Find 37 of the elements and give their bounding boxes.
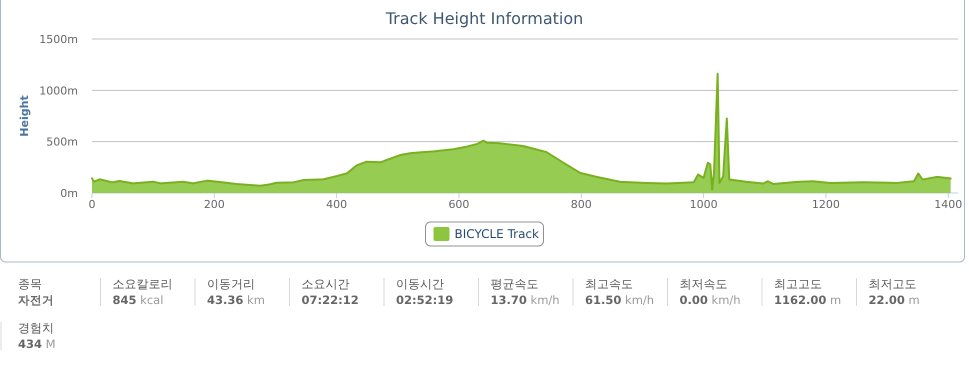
text: 최저고도 (868, 277, 916, 291)
x-tick-label: 200 (204, 198, 225, 211)
text: 1162.00 m (774, 293, 842, 307)
text: 자전거 (18, 293, 54, 307)
y-tick-label: 1000m (39, 84, 78, 98)
text: 이동시간 (396, 277, 444, 291)
text: 소요칼로리 (112, 277, 172, 291)
x-tick-label: 1400 (934, 198, 962, 211)
text: 22.00 m (868, 293, 920, 307)
y-tick-label: 500m (46, 136, 78, 149)
x-tick-label: 600 (448, 198, 470, 211)
text: 43.36 km (207, 293, 265, 307)
legend-label: BICYCLE Track (454, 227, 540, 241)
text: 최고속도 (585, 277, 633, 291)
x-tick-label: 1000 (690, 198, 718, 211)
text: 이동거리 (207, 277, 255, 291)
text: 02:52:19 (396, 293, 454, 307)
text: 종목 (18, 277, 42, 291)
text: 61.50 km/h (585, 293, 654, 307)
text: 최저속도 (680, 277, 728, 291)
chart-title: Track Height Information (384, 9, 584, 28)
text: 07:22:12 (302, 293, 359, 307)
x-tick-label: 800 (570, 198, 592, 211)
y-axis-title: Height (18, 95, 31, 137)
text: 434 M (18, 337, 56, 351)
text: 0.00 km/h (680, 293, 741, 307)
x-tick-label: 400 (326, 198, 348, 211)
y-tick-label: 0m (60, 187, 78, 200)
text: 소요시간 (302, 277, 350, 291)
text: 최고고도 (774, 277, 822, 291)
text: 평균속도 (490, 277, 538, 291)
text: 13.70 km/h (490, 293, 560, 307)
text: 845 kcal (112, 293, 164, 307)
y-tick-label: 1500m (39, 33, 78, 46)
x-tick-label: 1200 (812, 198, 840, 211)
text: 경험치 (18, 321, 54, 335)
x-tick-label: 0 (88, 198, 96, 211)
